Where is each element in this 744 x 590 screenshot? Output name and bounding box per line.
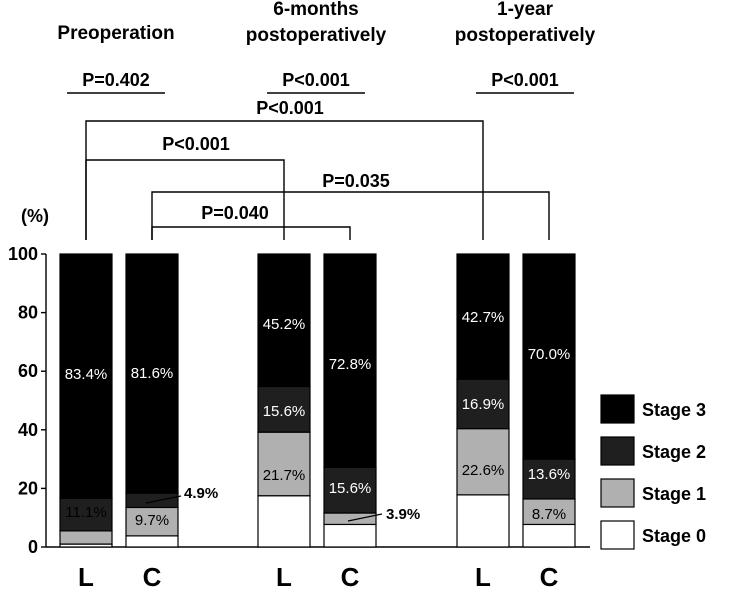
callout-line xyxy=(347,513,383,522)
segment-label-L-m6-stage3: 45.2% xyxy=(263,316,306,333)
legend-label-0: Stage 3 xyxy=(642,400,706,420)
group-p-value-m6: P<0.001 xyxy=(282,70,350,90)
category-label-y1-C: C xyxy=(540,562,559,590)
bars xyxy=(59,253,576,548)
bar-segment-L-m6-stage2 xyxy=(257,385,311,433)
group-headers: Preoperation P=0.402 6-months postoperative… xyxy=(57,0,596,94)
y-tick-label: 100 xyxy=(8,244,38,264)
group-p-value-pre: P=0.402 xyxy=(82,70,150,90)
legend-label-2: Stage 1 xyxy=(642,484,706,504)
segment-label-L-pre-stage1: 11.1% xyxy=(65,504,106,521)
y-tick-label: 20 xyxy=(18,478,38,498)
callout-label-m6-C-stage1: 3.9% xyxy=(386,506,420,523)
comparison-brackets: P<0.001 P<0.001 P=0.035 P=0.040 xyxy=(85,98,550,240)
legend-swatch-0 xyxy=(600,394,635,424)
category-label-m6-C: C xyxy=(341,562,360,590)
segment-label-L-m6-stage1: 21.7% xyxy=(263,467,306,484)
callout-label-pre-C-stage2: 4.9% xyxy=(184,485,218,502)
category-label-pre-C: C xyxy=(143,562,162,590)
segment-label-C-m6-stage3: 72.8% xyxy=(329,356,372,373)
bar-segment-C-m6-stage2 xyxy=(323,466,377,514)
y-tick-label: 80 xyxy=(18,303,38,323)
group-title-m6: postoperatively xyxy=(246,25,387,46)
bar-segment-C-y1-stage3 xyxy=(522,253,576,460)
group-title-m6: 6-months xyxy=(273,0,359,20)
group-title-y1: postoperatively xyxy=(455,25,596,46)
bar-segment-L-y1-stage0 xyxy=(456,494,510,548)
bar-segment-C-y1-stage1 xyxy=(522,498,576,526)
bar-segment-C-pre-stage1 xyxy=(125,506,179,537)
group-p-value-y1: P<0.001 xyxy=(491,70,559,90)
callout-line xyxy=(145,495,182,504)
bar-segment-C-m6-stage3 xyxy=(323,253,377,468)
bar-segment-L-pre-stage1 xyxy=(59,530,113,545)
bar-segment-C-y1-stage2 xyxy=(522,458,576,500)
bar-segment-L-m6-stage1 xyxy=(257,431,311,497)
legend-swatch-1 xyxy=(600,436,635,466)
y-tick-label: 0 xyxy=(28,537,38,557)
bar-segment-C-pre-stage2 xyxy=(125,492,179,509)
comparison-bracket xyxy=(151,191,550,240)
bar-segment-C-m6-stage1 xyxy=(323,512,377,526)
category-label-pre-L: L xyxy=(78,562,94,590)
legend-label-3: Stage 0 xyxy=(642,526,706,546)
bar-segment-L-pre-stage3 xyxy=(59,253,113,499)
segment-label-C-y1-stage3: 70.0% xyxy=(528,346,571,363)
y-tick-label: 40 xyxy=(18,420,38,440)
segment-label-C-pre-stage1: 9.7% xyxy=(135,512,169,529)
comparison-p-value: P<0.001 xyxy=(256,98,324,118)
comparison-bracket xyxy=(151,226,351,240)
y-tick-label: 60 xyxy=(18,361,38,381)
category-label-y1-L: L xyxy=(475,562,491,590)
comparison-bracket xyxy=(85,159,285,240)
comparison-p-value: P<0.001 xyxy=(162,134,230,154)
legend: Stage 3 Stage 2 Stage 1 Stage 0 xyxy=(600,394,706,550)
bar-segment-L-y1-stage3 xyxy=(456,253,510,380)
bar-segment-L-m6-stage0 xyxy=(257,495,311,548)
segment-label-L-m6-stage2: 15.6% xyxy=(263,403,306,420)
segment-label-C-m6-stage2: 15.6% xyxy=(329,480,372,497)
bar-segment-L-m6-stage3 xyxy=(257,253,311,388)
bar-segment-C-m6-stage0 xyxy=(323,523,377,548)
bar-segment-C-pre-stage0 xyxy=(125,535,179,548)
comparison-p-value: P=0.035 xyxy=(322,171,390,191)
segment-label-L-y1-stage2: 16.9% xyxy=(462,396,505,413)
legend-swatch-3 xyxy=(600,520,635,550)
segment-label-L-y1-stage3: 42.7% xyxy=(462,309,505,326)
legend-swatch-2 xyxy=(600,478,635,508)
comparison-p-value: P=0.040 xyxy=(201,203,269,223)
bar-labels: L C L C L C 83.4% 11.1% 81.6% 9.7% 45.2% 15.6% 21.7%… xyxy=(65,309,571,590)
bar-segment-L-pre-stage2 xyxy=(59,497,113,532)
legend-label-1: Stage 2 xyxy=(642,442,706,462)
bar-segment-L-y1-stage2 xyxy=(456,378,510,430)
bar-segment-C-y1-stage0 xyxy=(522,523,576,548)
segment-label-C-pre-stage3: 81.6% xyxy=(131,365,174,382)
segment-label-L-y1-stage1: 22.6% xyxy=(462,462,505,479)
group-title-pre: Preoperation xyxy=(57,23,174,44)
segment-label-C-y1-stage2: 13.6% xyxy=(528,466,571,483)
bar-segment-C-pre-stage3 xyxy=(125,253,179,494)
segment-label-L-pre-stage3: 83.4% xyxy=(65,366,108,383)
y-axis-label: (%) xyxy=(21,206,49,226)
segment-label-C-y1-stage1: 8.7% xyxy=(532,506,566,523)
group-title-y1: 1-year xyxy=(497,0,554,20)
category-label-m6-L: L xyxy=(276,562,292,590)
